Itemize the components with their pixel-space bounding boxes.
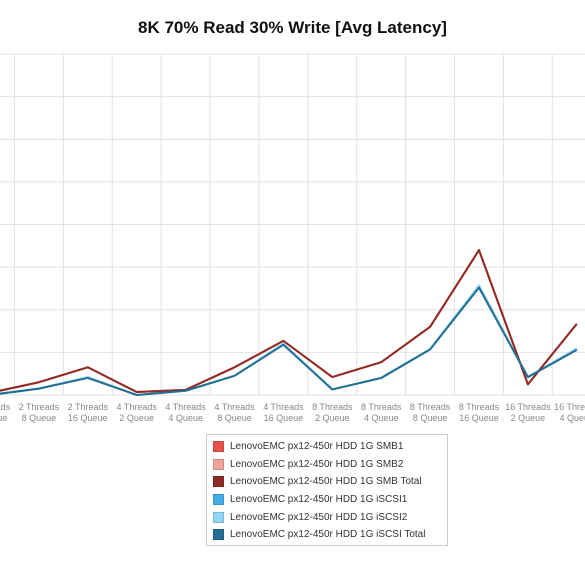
- legend-swatch: [213, 476, 224, 488]
- chart-title: 8K 70% Read 30% Write [Avg Latency]: [138, 18, 447, 37]
- legend: LenovoEMC px12-450r HDD 1G SMB1 LenovoEMC…: [206, 434, 448, 546]
- series-line: [0, 249, 578, 394]
- legend-item: LenovoEMC px12-450r HDD 1G SMB2: [213, 456, 441, 474]
- legend-item: LenovoEMC px12-450r HDD 1G SMB Total: [213, 473, 441, 491]
- legend-item: LenovoEMC px12-450r HDD 1G iSCSI1: [213, 491, 441, 509]
- legend-item: LenovoEMC px12-450r HDD 1G iSCSI2: [213, 508, 441, 526]
- x-tick-label: 8 Threads 2 Queue: [312, 402, 353, 423]
- grid: [0, 53, 585, 396]
- x-tick-label: 4 Threads 8 Queue: [214, 402, 255, 423]
- legend-label: LenovoEMC px12-450r HDD 1G iSCSI2: [230, 511, 408, 523]
- series-line: [0, 249, 578, 394]
- x-tick-label: 4 Threads 2 Queue: [117, 402, 158, 423]
- legend-swatch: [213, 494, 224, 506]
- legend-swatch: [213, 458, 224, 470]
- legend-label: LenovoEMC px12-450r HDD 1G SMB2: [230, 458, 404, 470]
- series-lines: [0, 249, 578, 396]
- series-line: [0, 286, 578, 396]
- legend-label: LenovoEMC px12-450r HDD 1G iSCSI Total: [230, 529, 426, 541]
- x-tick-label: 4 Threads 4 Queue: [165, 402, 206, 423]
- x-tick-label: 16 Threads 2 Queue: [505, 402, 551, 423]
- x-tick-label: 2 Threads 16 Queue: [68, 402, 109, 423]
- legend-swatch: [213, 441, 224, 453]
- legend-swatch: [213, 511, 224, 523]
- legend-label: LenovoEMC px12-450r HDD 1G SMB1: [230, 441, 404, 453]
- legend-item: LenovoEMC px12-450r HDD 1G iSCSI Total: [213, 526, 441, 544]
- x-tick-label: 8 Threads 8 Queue: [410, 402, 451, 423]
- legend-swatch: [213, 529, 224, 541]
- x-tick-label: 4 Threads 16 Queue: [263, 402, 304, 423]
- legend-item: LenovoEMC px12-450r HDD 1G SMB1: [213, 438, 441, 456]
- legend-label: LenovoEMC px12-450r HDD 1G SMB Total: [230, 476, 422, 488]
- legend-label: LenovoEMC px12-450r HDD 1G iSCSI1: [230, 494, 408, 506]
- x-tick-label: 8 Threads 4 Queue: [361, 402, 402, 423]
- series-line: [0, 249, 578, 394]
- x-tick-label: 8 Threads 16 Queue: [459, 402, 500, 423]
- x-tick-label: 2 Threads 8 Queue: [19, 402, 60, 423]
